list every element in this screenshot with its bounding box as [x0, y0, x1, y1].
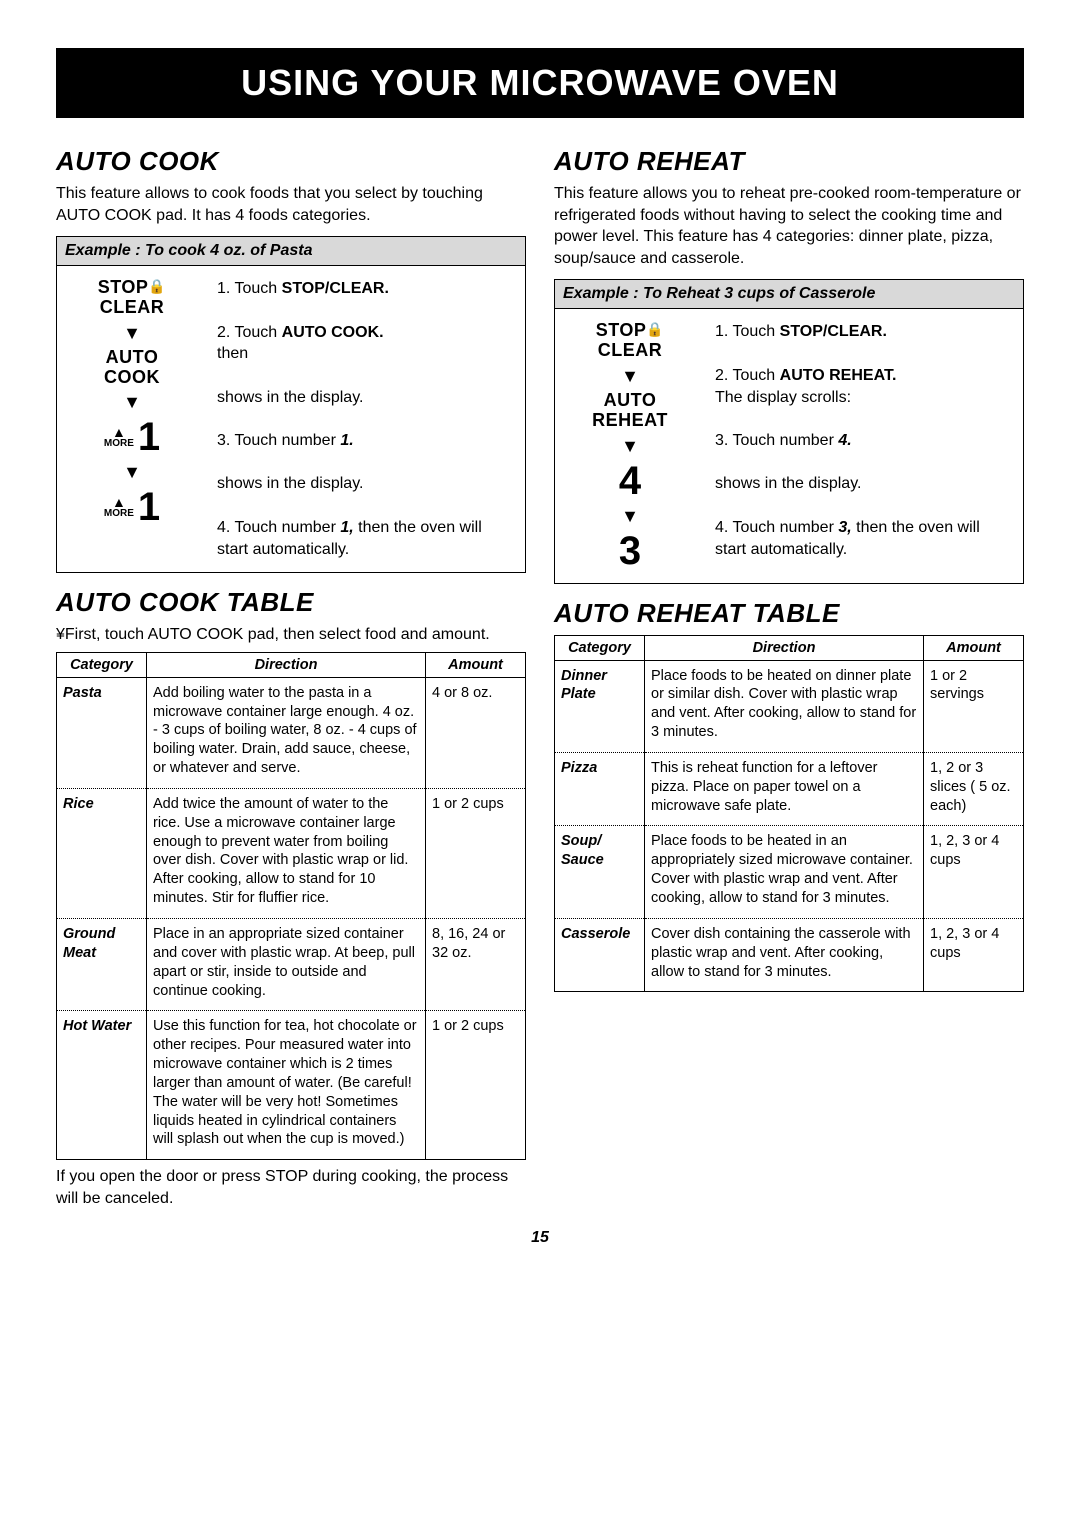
heading-auto-cook-table: AUTO COOK TABLE — [56, 587, 526, 618]
clear-label: CLEAR — [598, 340, 663, 360]
col-amount: Amount — [426, 652, 526, 677]
col-amount: Amount — [924, 635, 1024, 660]
page-number: 15 — [56, 1229, 1024, 1247]
col-direction: Direction — [147, 652, 426, 677]
more-triangle-icon: ▲MORE — [104, 495, 134, 519]
down-arrow-icon: ▼ — [621, 507, 639, 525]
step-3: 3. Touch number 1. shows in the display. — [217, 430, 515, 495]
down-arrow-icon: ▼ — [123, 324, 141, 342]
auto-cook-table-note: ¥First, touch AUTO COOK pad, then select… — [56, 624, 526, 646]
auto-reheat-steps-column: 1. Touch STOP/CLEAR. 2. Touch AUTO REHEA… — [705, 309, 1023, 582]
stop-label: STOP — [596, 320, 647, 340]
lock-icon: 🔒 — [148, 278, 166, 294]
cook-label: COOK — [104, 367, 160, 387]
step-1: 1. Touch STOP/CLEAR. — [715, 321, 1013, 343]
auto-reheat-example-box: Example : To Reheat 3 cups of Casserole … — [554, 279, 1024, 583]
auto-reheat-example-title: Example : To Reheat 3 cups of Casserole — [555, 280, 1023, 309]
step-3: 3. Touch number 4. shows in the display. — [715, 430, 1013, 495]
stop-clear-key: STOP🔒 CLEAR — [98, 278, 167, 318]
step-2: 2. Touch AUTO REHEAT. The display scroll… — [715, 365, 1013, 408]
auto-cook-key: AUTO COOK — [104, 348, 160, 388]
down-arrow-icon: ▼ — [123, 393, 141, 411]
digit-1: 1 — [138, 417, 160, 457]
table-row: Soup/ Sauce Place foods to be heated in … — [555, 826, 1024, 918]
auto-label: AUTO — [604, 390, 657, 410]
col-category: Category — [57, 652, 147, 677]
digit-1: 1 — [138, 487, 160, 527]
right-column: AUTO REHEAT This feature allows you to r… — [554, 136, 1024, 1225]
digit-4: 4 — [619, 461, 641, 501]
down-arrow-icon: ▼ — [123, 463, 141, 481]
auto-cook-intro: This feature allows to cook foods that y… — [56, 183, 526, 226]
table-row: Dinner Plate Place foods to be heated on… — [555, 660, 1024, 752]
auto-cook-steps-column: 1. Touch STOP/CLEAR. 2. Touch AUTO COOK.… — [207, 266, 525, 572]
num-4-key: 4 — [619, 461, 641, 501]
step-1: 1. Touch STOP/CLEAR. — [217, 278, 515, 300]
auto-cook-example-title: Example : To cook 4 oz. of Pasta — [57, 237, 525, 266]
footer-note: If you open the door or press STOP durin… — [56, 1166, 526, 1209]
table-row: Pasta Add boiling water to the pasta in … — [57, 677, 526, 788]
lock-icon: 🔒 — [646, 321, 664, 337]
auto-cook-keys-column: STOP🔒 CLEAR ▼ AUTO COOK ▼ ▲MORE 1 — [57, 266, 207, 572]
table-row: Rice Add twice the amount of water to th… — [57, 788, 526, 918]
reheat-label: REHEAT — [592, 410, 668, 430]
clear-label: CLEAR — [100, 297, 165, 317]
auto-reheat-key: AUTO REHEAT — [592, 391, 668, 431]
auto-label: AUTO — [106, 347, 159, 367]
stop-label: STOP — [98, 277, 149, 297]
table-row: Ground Meat Place in an appropriate size… — [57, 919, 526, 1011]
step-4: 4. Touch number 1, then the oven will st… — [217, 517, 515, 560]
down-arrow-icon: ▼ — [621, 437, 639, 455]
step-4: 4. Touch number 3, then the oven will st… — [715, 517, 1013, 560]
more-triangle-icon: ▲MORE — [104, 425, 134, 449]
auto-reheat-keys-column: STOP🔒 CLEAR ▼ AUTO REHEAT ▼ 4 ▼ 3 — [555, 309, 705, 582]
page-banner: USING YOUR MICROWAVE OVEN — [56, 48, 1024, 118]
stop-clear-key: STOP🔒 CLEAR — [596, 321, 665, 361]
auto-reheat-intro: This feature allows you to reheat pre-co… — [554, 183, 1024, 269]
digit-3: 3 — [619, 531, 641, 571]
step-2: 2. Touch AUTO COOK. then shows in the di… — [217, 322, 515, 408]
table-row: Hot Water Use this function for tea, hot… — [57, 1011, 526, 1160]
col-category: Category — [555, 635, 645, 660]
heading-auto-reheat: AUTO REHEAT — [554, 146, 1024, 177]
auto-reheat-table: Category Direction Amount Dinner Plate P… — [554, 635, 1024, 993]
col-direction: Direction — [645, 635, 924, 660]
auto-cook-table: Category Direction Amount Pasta Add boil… — [56, 652, 526, 1161]
table-row: Casserole Cover dish containing the cass… — [555, 918, 1024, 992]
heading-auto-cook: AUTO COOK — [56, 146, 526, 177]
down-arrow-icon: ▼ — [621, 367, 639, 385]
left-column: AUTO COOK This feature allows to cook fo… — [56, 136, 526, 1225]
num-3-key: 3 — [619, 531, 641, 571]
num-1-key: ▲MORE 1 — [104, 417, 160, 457]
heading-auto-reheat-table: AUTO REHEAT TABLE — [554, 598, 1024, 629]
auto-cook-example-box: Example : To cook 4 oz. of Pasta STOP🔒 C… — [56, 236, 526, 573]
table-row: Pizza This is reheat function for a left… — [555, 752, 1024, 826]
num-1-key: ▲MORE 1 — [104, 487, 160, 527]
